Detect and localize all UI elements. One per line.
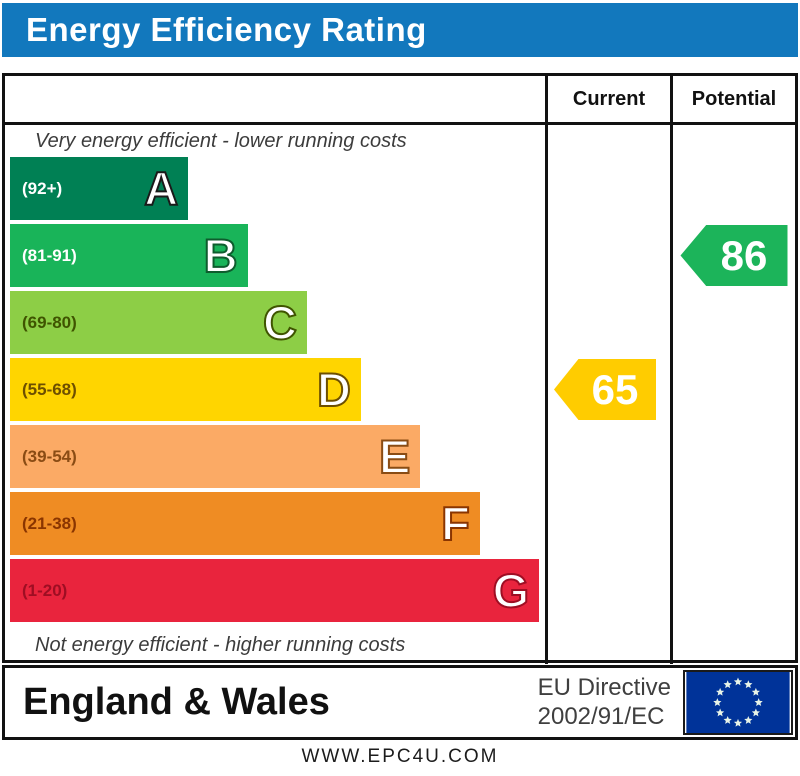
page-title: Energy Efficiency Rating [26,11,427,48]
band-bar-c: (69-80) C [10,291,307,354]
band-range-label: (21-38) [22,513,77,533]
band-row-e: (39-54) E [5,425,545,488]
website-url: WWW.EPC4U.COM [301,746,499,767]
band-row-g: (1-20) G [5,559,545,622]
band-letter: D [316,363,352,416]
potential-rating-arrow: 86 [680,225,788,286]
energy-rating-chart: Current Potential Very energy efficient … [2,73,798,664]
band-range-label: (69-80) [22,312,77,332]
band-range-label: (39-54) [22,446,77,466]
band-row-c: (69-80) C [5,291,545,354]
band-bar-f: (21-38) F [10,492,480,555]
eu-directive-label: EU Directive 2002/91/EC [538,674,671,732]
region-label: England & Wales [23,681,330,723]
potential-column-header: Potential [670,76,795,122]
eu-flag-icon [683,670,793,735]
chart-header-row: Current Potential [5,76,795,125]
current-rating-value: 65 [591,365,639,413]
band-letter: C [262,296,298,349]
band-bar-a: (92+) A [10,157,189,220]
band-letter: F [440,497,471,550]
current-column: 65 [545,125,670,664]
band-range-label: (92+) [22,178,63,198]
band-row-b: (81-91) B [5,224,545,287]
band-letter: B [203,229,239,282]
band-range-label: (55-68) [22,379,77,399]
band-row-d: (55-68) D [5,358,545,421]
band-letter: E [378,430,411,483]
band-row-f: (21-38) F [5,492,545,555]
band-bar-d: (55-68) D [10,358,361,421]
eu-directive-line1: EU Directive [537,673,671,701]
bands-column-header [5,76,545,122]
footer-bar: England & Wales EU Directive 2002/91/EC [2,665,798,740]
band-letter: A [143,162,179,215]
bands-column: Very energy efficient - lower running co… [5,125,545,664]
bottom-caption: Not energy efficient - higher running co… [35,633,406,656]
band-bar-g: (1-20) G [10,559,540,622]
band-range-label: (1-20) [22,580,68,600]
top-caption: Very energy efficient - lower running co… [35,129,407,152]
band-letter: G [492,564,531,617]
current-column-header: Current [545,76,670,122]
eu-directive-line2: 2002/91/EC [537,702,665,730]
band-bar-e: (39-54) E [10,425,421,488]
band-range-label: (81-91) [22,245,77,265]
potential-rating-value: 86 [720,231,768,279]
chart-body: Very energy efficient - lower running co… [5,125,795,664]
potential-column: 86 [670,125,795,664]
current-rating-arrow: 65 [554,359,656,420]
band-bar-b: (81-91) B [10,224,248,287]
rating-bands: (92+) A (81-91) B (69-80) C (55-68) D (39-54) E (2… [5,157,545,622]
band-row-a: (92+) A [5,157,545,220]
title-bar: Energy Efficiency Rating [2,3,798,57]
